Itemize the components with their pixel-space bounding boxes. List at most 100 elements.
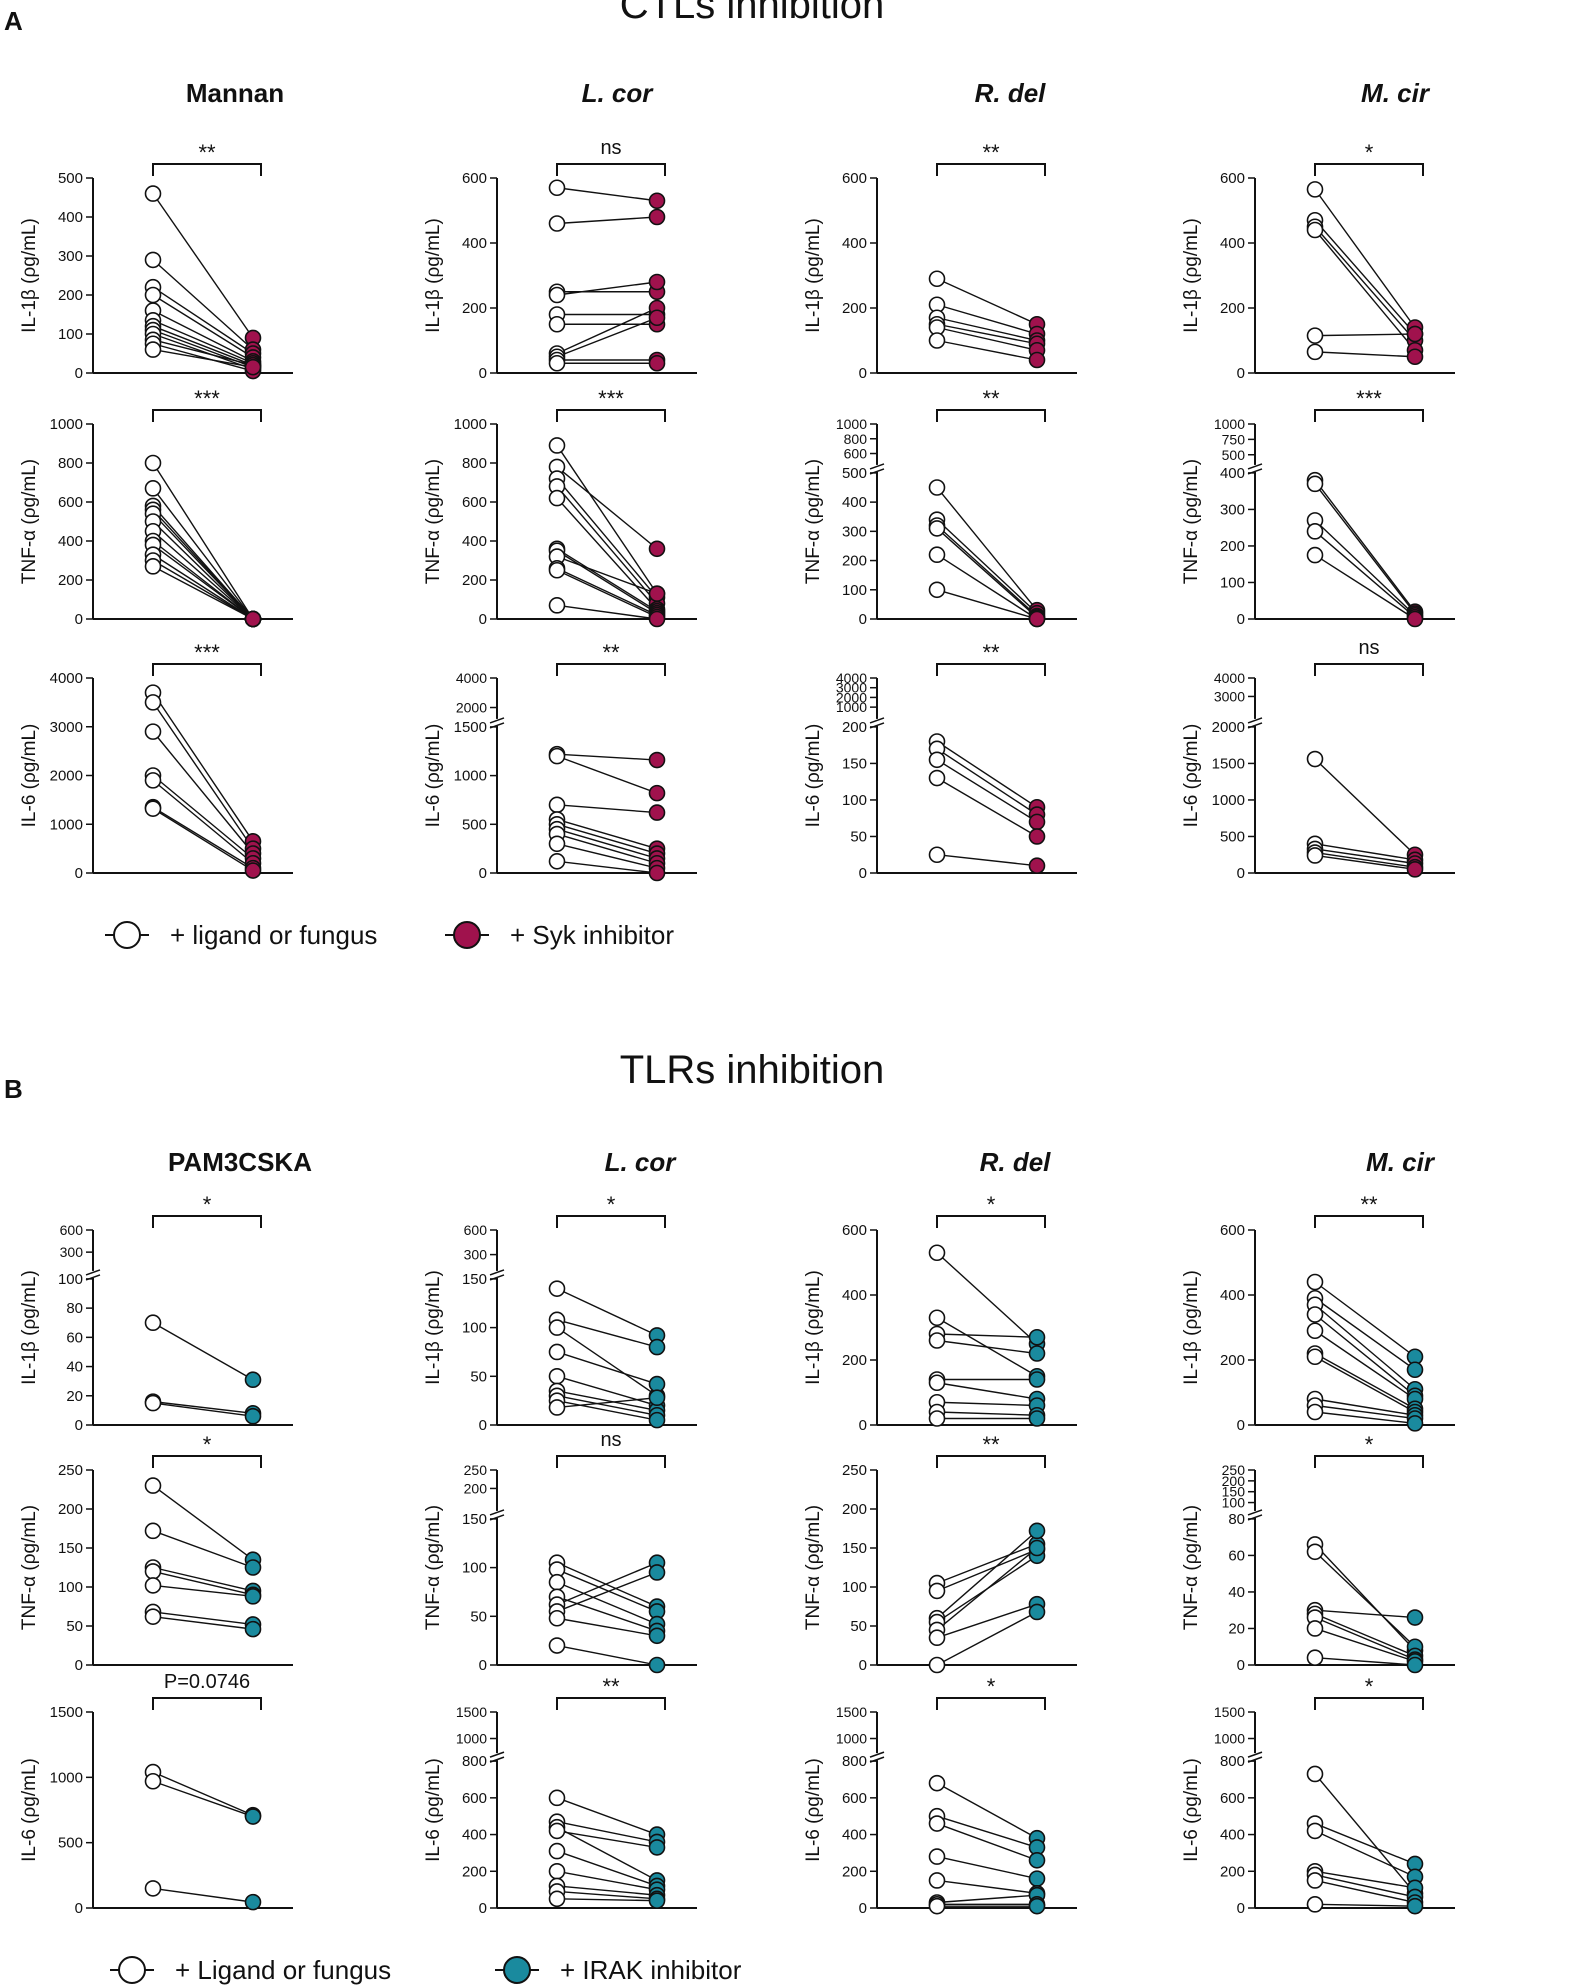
pair-line (152, 259, 254, 351)
treated-point (1406, 1897, 1424, 1915)
y-tick-label: 0 (859, 1657, 867, 1674)
treated-point (648, 864, 666, 882)
pair-line (152, 779, 254, 864)
pair-line (556, 1375, 658, 1407)
pair-line (556, 317, 658, 358)
y-axis-label: IL-6 (ρg/mL) (19, 1758, 40, 1862)
pair-line (936, 1252, 1038, 1345)
pair-line (152, 1530, 254, 1569)
y-tick-label: 1000 (454, 768, 487, 785)
significance-bracket (556, 663, 666, 676)
pair-line (1314, 1830, 1416, 1878)
pair-line (1314, 1870, 1416, 1889)
significance-bracket (1314, 1697, 1424, 1710)
pair-line (936, 1855, 1038, 1880)
y-tick-label: 1500 (1212, 755, 1245, 772)
y-tick-label: 0 (859, 865, 867, 882)
y-tick-label: 1500 (50, 1704, 83, 1721)
treated-point (1028, 1410, 1046, 1427)
significance-bracket (556, 163, 666, 176)
significance-bracket (152, 1455, 262, 1468)
treated-point (1028, 1897, 1046, 1915)
panel-b: B TLRs inhibition PAM3CSKA L. cor R. del M. c… (4, 1048, 1436, 1985)
panel-title: CTLs inhibition (620, 0, 885, 27)
treated-point (648, 1839, 666, 1856)
axis-break-mark (1247, 463, 1263, 470)
control-point (548, 354, 566, 372)
treated-point (648, 192, 666, 210)
axis-break-gap (1249, 1753, 1261, 1761)
axis-break-mark (489, 1751, 505, 1758)
pair-line (936, 326, 1038, 351)
treated-point (1028, 857, 1046, 874)
control-point (1306, 1322, 1324, 1340)
pair-line (936, 1815, 1038, 1849)
treated-point (648, 1411, 666, 1429)
control-point (144, 694, 162, 711)
control-point (548, 853, 566, 870)
y-tick-label: 50 (470, 1368, 487, 1385)
y-tick-label: 200 (1220, 300, 1245, 317)
y-tick-label: 100 (842, 792, 867, 809)
pair-line (152, 462, 254, 620)
control-point (1306, 475, 1324, 493)
y-tick-label: 0 (1237, 365, 1245, 382)
y-axis-label: IL-1β (ρg/mL) (423, 1270, 444, 1385)
significance-bracket (1314, 1215, 1424, 1228)
control-point (548, 1862, 566, 1880)
y-tick-label: 300 (464, 1247, 488, 1263)
control-point (928, 520, 946, 537)
y-tick-label: 1000 (836, 1731, 867, 1747)
control-point (1306, 523, 1324, 540)
pair-line (152, 1485, 254, 1561)
axis-break-gap (491, 1510, 503, 1518)
pair-line (152, 554, 254, 620)
significance-label: *** (1356, 386, 1382, 411)
legend-label-control: + ligand or fungus (170, 920, 377, 950)
control-point (548, 561, 566, 579)
y-tick-label: 500 (1222, 447, 1246, 463)
significance-label: ** (982, 1432, 1000, 1457)
pair-line (1314, 188, 1416, 328)
treated-point (648, 1389, 666, 1407)
pair-line (152, 701, 254, 850)
pair-line (936, 1548, 1038, 1592)
y-tick-label: 150 (462, 1511, 487, 1528)
treated-point (648, 1338, 666, 1356)
treated-point (648, 354, 666, 372)
pair-line (936, 519, 1038, 614)
pair-line (556, 548, 658, 612)
pair-line (1314, 1411, 1416, 1425)
y-tick-label: 0 (75, 1900, 83, 1917)
treated-point (244, 1371, 262, 1389)
axis-break-gap (1249, 1510, 1261, 1518)
y-tick-label: 200 (464, 1480, 488, 1496)
y-tick-label: 600 (462, 170, 487, 187)
pair-line (936, 304, 1038, 335)
y-tick-label: 200 (842, 719, 867, 736)
control-point (1306, 1620, 1324, 1637)
chart-b-0-3: 0 200 400 600 IL-1β (ρg/mL) ** (1181, 1192, 1455, 1434)
significance-bracket (556, 1455, 666, 1468)
y-tick-label: 400 (58, 533, 83, 550)
significance-label: *** (194, 386, 220, 411)
y-tick-label: 500 (58, 170, 83, 187)
significance-bracket (152, 163, 262, 176)
significance-bracket (936, 663, 1046, 676)
significance-label: ** (1360, 1192, 1378, 1217)
chart-b-2-2: 0 200 400 600 800 1000 1500 IL-6 (ρg/mL) * (803, 1674, 1077, 1917)
pair-line (556, 1562, 658, 1608)
control-point (548, 835, 566, 853)
significance-bracket (936, 163, 1046, 176)
pair-line (936, 1879, 1038, 1895)
y-tick-label: 4000 (836, 670, 867, 686)
pair-line (152, 731, 254, 854)
control-point (1306, 1348, 1324, 1366)
pair-line (152, 808, 254, 872)
y-tick-label: 1000 (50, 816, 83, 833)
y-tick-label: 200 (58, 1501, 83, 1518)
pair-line (152, 1570, 254, 1596)
column-title: L. cor (605, 1147, 678, 1177)
pair-line (1314, 229, 1416, 351)
